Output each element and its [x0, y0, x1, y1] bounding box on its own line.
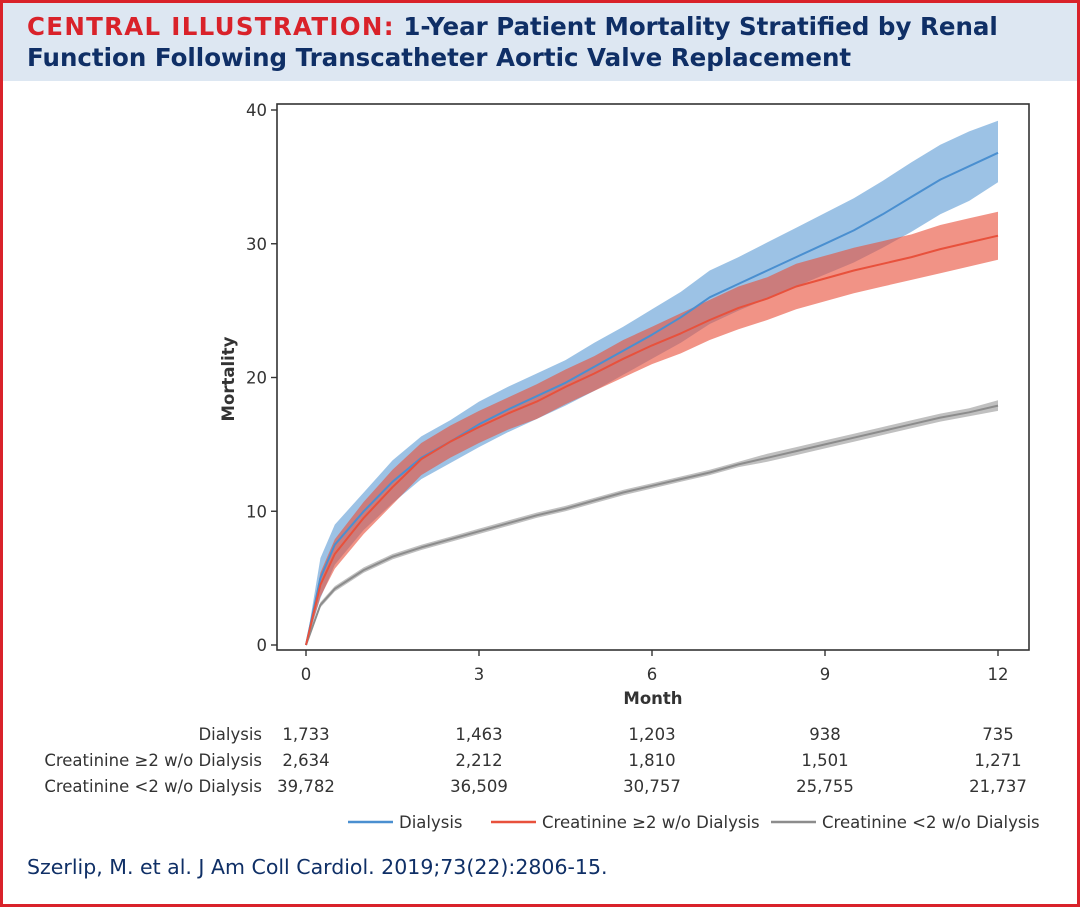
y-tick-label: 30 [246, 235, 267, 254]
creatinine-lt2-w-o-dialysis-line [305, 404, 999, 646]
dialysis-line [305, 151, 999, 646]
creatinine-ge2-w-o-dialysis-line [305, 234, 999, 646]
confidence-bands [306, 120, 998, 645]
creatinine-lt2-w-o-dialysis-legend-label: Creatinine <2 w/o Dialysis [822, 813, 1040, 832]
x-tick-label: 6 [647, 665, 658, 684]
header-banner: CENTRAL ILLUSTRATION: 1-Year Patient Mor… [3, 3, 1077, 81]
risk-row-label: Creatinine <2 w/o Dialysis [44, 777, 262, 796]
risk-cell: 735 [982, 725, 1014, 744]
x-tick-label: 12 [988, 665, 1009, 684]
y-axis-title: Mortality [219, 336, 238, 421]
x-tick-label: 3 [474, 665, 485, 684]
risk-cell: 938 [809, 725, 841, 744]
risk-cell: 1,501 [801, 751, 848, 770]
mortality-chart: 0 10 20 30 40 0 3 6 9 12 Mortality Month Dialysi… [44, 101, 1040, 832]
dialysis-legend-label: Dialysis [399, 813, 463, 832]
figure-title: CENTRAL ILLUSTRATION: 1-Year Patient Mor… [27, 11, 1057, 73]
number-at-risk-table: Dialysis 1,733 1,463 1,203 938 735 Creatinine … [44, 725, 1027, 796]
y-tick-label: 0 [257, 636, 268, 655]
risk-cell: 30,757 [623, 777, 681, 796]
x-tick-label: 0 [301, 665, 312, 684]
y-tick-label: 10 [246, 502, 267, 521]
risk-cell: 1,203 [628, 725, 675, 744]
risk-cell: 36,509 [450, 777, 508, 796]
figure-label: CENTRAL ILLUSTRATION: [27, 12, 395, 41]
risk-cell: 1,463 [455, 725, 502, 744]
y-tick-label: 40 [246, 101, 267, 120]
risk-cell: 2,212 [455, 751, 502, 770]
figure-title-text: 1-Year Patient Mortality Stratified by R… [27, 12, 998, 72]
creatinine-ge2-w-o-dialysis-legend-label: Creatinine ≥2 w/o Dialysis [542, 813, 760, 832]
x-axis-title: Month [623, 689, 682, 708]
risk-row-label: Dialysis [198, 725, 262, 744]
series-lines [305, 151, 999, 646]
risk-cell: 1,733 [282, 725, 329, 744]
risk-cell: 39,782 [277, 777, 335, 796]
risk-cell: 1,271 [974, 751, 1021, 770]
x-axis: 0 3 6 9 12 [301, 650, 1009, 684]
y-tick-label: 20 [246, 369, 267, 388]
x-tick-label: 9 [820, 665, 831, 684]
y-axis: 0 10 20 30 40 [246, 101, 277, 655]
citation: Szerlip, M. et al. J Am Coll Cardiol. 20… [27, 855, 608, 879]
risk-cell: 25,755 [796, 777, 854, 796]
dialysis-ci-band [306, 120, 998, 645]
chart-legend: Dialysis Creatinine ≥2 w/o Dialysis Creati… [348, 813, 1040, 832]
risk-cell: 1,810 [628, 751, 675, 770]
risk-cell: 2,634 [282, 751, 329, 770]
risk-cell: 21,737 [969, 777, 1027, 796]
creatinine-ge2-w-o-dialysis-ci-band [306, 211, 998, 645]
risk-row-label: Creatinine ≥2 w/o Dialysis [44, 751, 262, 770]
